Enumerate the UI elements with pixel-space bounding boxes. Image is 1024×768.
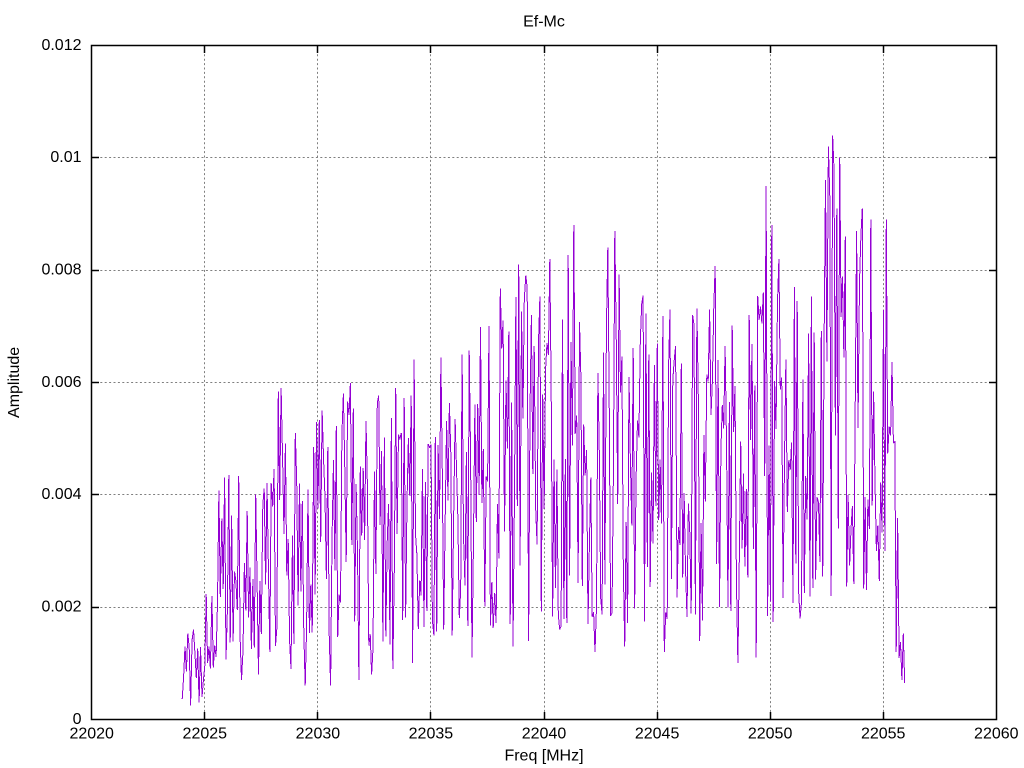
- svg-text:0.004: 0.004: [41, 486, 81, 503]
- svg-text:Amplitude: Amplitude: [6, 347, 23, 418]
- svg-text:0.006: 0.006: [41, 374, 81, 391]
- svg-text:Ef-Mc: Ef-Mc: [523, 14, 565, 31]
- svg-text:22020: 22020: [69, 726, 114, 743]
- svg-text:22060: 22060: [974, 726, 1019, 743]
- svg-text:22030: 22030: [296, 726, 341, 743]
- svg-text:22050: 22050: [748, 726, 793, 743]
- svg-text:22035: 22035: [409, 726, 454, 743]
- svg-text:22040: 22040: [522, 726, 567, 743]
- svg-text:22055: 22055: [861, 726, 906, 743]
- svg-text:Freq [MHz]: Freq [MHz]: [504, 748, 583, 765]
- svg-text:0.002: 0.002: [41, 599, 81, 616]
- svg-text:22025: 22025: [183, 726, 228, 743]
- svg-text:22045: 22045: [635, 726, 680, 743]
- svg-text:0.008: 0.008: [41, 262, 81, 279]
- svg-text:0.01: 0.01: [50, 149, 81, 166]
- svg-text:0: 0: [73, 711, 82, 728]
- svg-text:0.012: 0.012: [41, 37, 81, 54]
